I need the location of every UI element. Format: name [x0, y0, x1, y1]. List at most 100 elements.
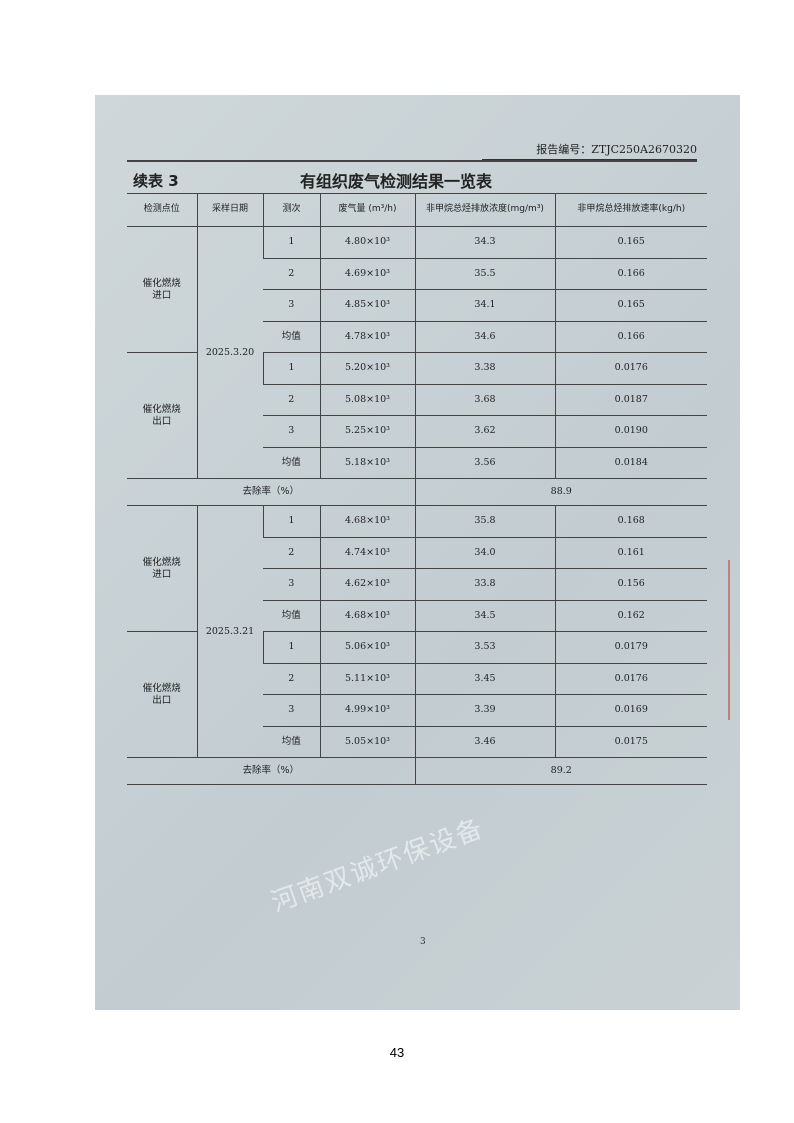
table-cell: 4.99×10³ [319, 694, 415, 726]
red-stamp-edge [728, 560, 742, 720]
table-cell: 3 [263, 568, 320, 600]
table-cell: 0.156 [554, 568, 707, 600]
table-row: 2 4.69×10³ 35.5 0.166 [127, 257, 707, 290]
table-cell: 0.166 [554, 320, 707, 353]
table-cell: 4.62×10³ [319, 568, 415, 600]
table-row: 催化燃烧进口 2025.3.21 1 4.68×10³ 35.8 0.168 [127, 505, 707, 758]
table-row: 均值 4.78×10³ 34.6 0.166 [127, 320, 707, 353]
table-cell: 4.78×10³ [319, 320, 415, 353]
table-cell: 均值 [263, 599, 320, 632]
table-cell: 33.8 [414, 568, 555, 600]
table-cell: 4.68×10³ [319, 505, 415, 537]
table-cell: 1 [262, 352, 320, 384]
table-cell: 0.0187 [554, 383, 707, 416]
table-cell: 3.38 [414, 352, 555, 384]
removal-value: 88.9 [414, 478, 707, 506]
table-cell: 0.0190 [554, 415, 707, 447]
table-cell: 5.05×10³ [319, 725, 415, 758]
table-cell: 5.08×10³ [319, 383, 415, 416]
table-cell: 0.165 [554, 289, 707, 321]
table-cell: 4.68×10³ [319, 599, 415, 632]
page-footer-number: 43 [389, 1045, 405, 1060]
table-cell: 1 [262, 631, 320, 663]
table-row: 3 5.25×10³ 3.62 0.0190 [127, 415, 707, 447]
table-cell: 34.1 [414, 289, 555, 321]
table-cell: 4.85×10³ [319, 289, 415, 321]
table-cell: 2 [263, 536, 320, 569]
column-header: 废气量 (m³/h) [319, 193, 415, 227]
column-header: 非甲烷总烃排放浓度(mg/m³) [414, 193, 555, 227]
removal-row: 去除率（%） 88.9 [127, 478, 707, 506]
table-cell: 34.3 [414, 226, 555, 258]
header-rule [127, 160, 697, 162]
removal-label: 去除率（%） [127, 757, 415, 785]
date-cell: 2025.3.21 [196, 505, 263, 758]
table-cell: 0.162 [554, 599, 707, 632]
table-cell: 3.62 [414, 415, 555, 447]
table-number: 续表 3 [133, 172, 179, 190]
table-row: 3 4.99×10³ 3.39 0.0169 [127, 694, 707, 726]
table-cell: 34.6 [414, 320, 555, 353]
results-table: 检测点位 采样日期 测次 废气量 (m³/h) 非甲烷总烃排放浓度(mg/m³) 非甲烷总… [127, 193, 707, 785]
table-row: 均值 5.18×10³ 3.56 0.0184 [127, 446, 707, 479]
table-row: 催化燃烧出口 1 5.20×10³ 3.38 0.0176 [127, 352, 707, 479]
column-header: 采样日期 [196, 193, 263, 227]
table-cell: 5.25×10³ [319, 415, 415, 447]
location-cell: 催化燃烧出口 [127, 352, 197, 479]
table-cell: 0.0176 [554, 662, 707, 695]
table-row: 2 5.11×10³ 3.45 0.0176 [127, 662, 707, 695]
column-header: 测次 [262, 193, 320, 227]
table-cell: 0.166 [554, 257, 707, 290]
table-cell: 0.0179 [554, 631, 707, 663]
date-cell: 2025.3.20 [196, 226, 263, 479]
table-cell: 2 [263, 383, 320, 416]
table-cell: 3.68 [414, 383, 555, 416]
table-cell: 5.06×10³ [319, 631, 415, 663]
column-header: 检测点位 [127, 193, 197, 227]
table-cell: 4.69×10³ [319, 257, 415, 290]
table-cell: 35.8 [414, 505, 555, 537]
table-cell: 3.53 [414, 631, 555, 663]
table-cell: 0.161 [554, 536, 707, 569]
table-row: 均值 4.68×10³ 34.5 0.162 [127, 599, 707, 632]
table-cell: 0.165 [554, 226, 707, 258]
table-cell: 0.0175 [554, 725, 707, 758]
table-cell: 0.0184 [554, 446, 707, 479]
table-row: 催化燃烧进口 2025.3.20 1 4.80×10³ 34.3 0.165 [127, 226, 707, 479]
table-row: 均值 5.05×10³ 3.46 0.0175 [127, 725, 707, 758]
table-cell: 5.20×10³ [319, 352, 415, 384]
table-cell: 0.0176 [554, 352, 707, 384]
table-cell: 3 [263, 694, 320, 726]
table-cell: 均值 [263, 446, 320, 479]
table-cell: 34.0 [414, 536, 555, 569]
table-cell: 34.5 [414, 599, 555, 632]
table-cell: 3.46 [414, 725, 555, 758]
table-row: 3 4.62×10³ 33.8 0.156 [127, 568, 707, 600]
table-cell: 0.168 [554, 505, 707, 537]
table-cell: 3.45 [414, 662, 555, 695]
table-row: 催化燃烧出口 1 5.06×10³ 3.53 0.0179 [127, 631, 707, 758]
location-cell: 催化燃烧进口 [127, 226, 197, 353]
table-title: 有组织废气检测结果一览表 [300, 172, 493, 191]
table-cell: 2 [263, 662, 320, 695]
column-header: 非甲烷总烃排放速率(kg/h) [554, 193, 707, 227]
table-cell: 0.0169 [554, 694, 707, 726]
table-cell: 35.5 [414, 257, 555, 290]
location-cell: 催化燃烧出口 [127, 631, 197, 758]
table-cell: 均值 [263, 725, 320, 758]
table-cell: 3 [263, 415, 320, 447]
removal-value: 89.2 [414, 757, 707, 785]
table-row: 2 5.08×10³ 3.68 0.0187 [127, 383, 707, 416]
table-cell: 2 [263, 257, 320, 290]
table-cell: 4.74×10³ [319, 536, 415, 569]
table-row: 2 4.74×10³ 34.0 0.161 [127, 536, 707, 569]
inner-page-number: 3 [420, 937, 426, 947]
table-cell: 均值 [263, 320, 320, 353]
removal-label: 去除率（%） [127, 478, 415, 506]
table-cell: 3.56 [414, 446, 555, 479]
table-cell: 1 [262, 226, 320, 258]
removal-row: 去除率（%） 89.2 [127, 757, 707, 785]
location-cell: 催化燃烧进口 [127, 505, 197, 632]
table-cell: 1 [262, 505, 320, 537]
table-row: 3 4.85×10³ 34.1 0.165 [127, 289, 707, 321]
